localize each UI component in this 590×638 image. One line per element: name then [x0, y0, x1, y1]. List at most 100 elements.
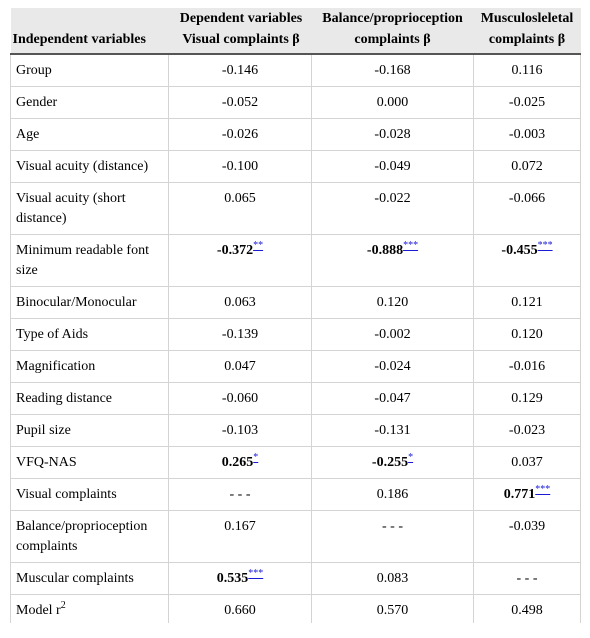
coefficient-value: 0.121: [511, 295, 543, 310]
regression-table: Independent variables Dependent variable…: [10, 8, 581, 623]
value-cell: -0.455***: [473, 234, 581, 287]
value-cell: -0.146: [168, 54, 312, 87]
coefficient-value: - - -: [229, 487, 251, 502]
coefficient-value: -0.888: [366, 243, 404, 258]
value-cell: 0.063: [168, 286, 312, 319]
significance-link[interactable]: ***: [403, 240, 419, 251]
significance-link[interactable]: ***: [248, 568, 264, 579]
value-cell: -0.255*: [311, 446, 474, 479]
value-cell: -0.131: [311, 414, 474, 447]
row-label: Group: [10, 54, 169, 87]
table-row: Balance/proprioception complaints 0.167 - …: [10, 510, 581, 563]
coefficient-value: -0.025: [508, 95, 546, 110]
coefficient-value: 0.065: [224, 191, 256, 206]
value-cell: 0.116: [473, 54, 581, 87]
value-cell: -0.002: [311, 318, 474, 351]
regression-table-container: Independent variables Dependent variable…: [10, 8, 581, 623]
value-cell: -0.052: [168, 86, 312, 119]
value-cell: -0.103: [168, 414, 312, 447]
table-row: Gender -0.052 0.000 -0.025: [10, 86, 581, 119]
coefficient-value: -0.131: [374, 423, 411, 438]
row-label: Visual complaints: [10, 478, 169, 511]
value-cell: 0.121: [473, 286, 581, 319]
coefficient-value: 0.120: [376, 295, 409, 310]
coefficient-value: -0.026: [221, 127, 259, 142]
value-cell: 0.498: [473, 594, 581, 623]
row-label: Age: [10, 118, 169, 151]
header-cell-bottom: complaints β: [488, 32, 566, 47]
coefficient-value: -0.024: [374, 359, 411, 374]
table-row: Visual complaints - - - 0.186 0.771***: [10, 478, 581, 511]
header-cell-top: Musculosleletal: [480, 11, 574, 26]
coefficient-value: -0.003: [508, 127, 546, 142]
table-row: Type of Aids -0.139 -0.002 0.120: [10, 318, 581, 351]
value-cell: 0.771***: [473, 478, 581, 511]
coefficient-value: 0.535: [216, 571, 249, 586]
header-musculoskeletal-complaints: Musculosleletal complaints β: [473, 8, 581, 55]
coefficient-value: -0.255: [371, 455, 409, 470]
model-exponent: 2: [60, 600, 66, 611]
value-cell: 0.167: [168, 510, 312, 563]
header-cell-top: Dependent variables: [179, 11, 303, 26]
significance-link[interactable]: ***: [535, 484, 551, 495]
value-cell: - - -: [168, 478, 312, 511]
value-cell: -0.003: [473, 118, 581, 151]
row-label: Gender: [10, 86, 169, 119]
row-label: Magnification: [10, 350, 169, 383]
row-label: Reading distance: [10, 382, 169, 415]
value-cell: -0.039: [473, 510, 581, 563]
coefficient-value: 0.771: [503, 487, 536, 502]
coefficient-value: -0.052: [221, 95, 259, 110]
coefficient-value: 0.047: [224, 359, 256, 374]
coefficient-value: 0.120: [511, 327, 543, 342]
table-row: Minimum readable font size -0.372** -0.888…: [10, 234, 581, 287]
coefficient-value: 0.037: [511, 455, 543, 470]
coefficient-value: -0.049: [374, 159, 411, 174]
coefficient-value: -0.372: [216, 243, 254, 258]
row-label: Pupil size: [10, 414, 169, 447]
value-cell: - - -: [311, 510, 474, 563]
header-independent-variables: Independent variables: [10, 8, 169, 55]
value-cell: - - -: [473, 562, 581, 595]
header-cell-top: Balance/proprioception: [322, 11, 463, 26]
coefficient-value: -0.022: [374, 191, 411, 206]
row-label: VFQ-NAS: [10, 446, 169, 479]
table-row: Visual acuity (short distance) 0.065 -0.02…: [10, 182, 581, 235]
table-row: Magnification 0.047 -0.024 -0.016: [10, 350, 581, 383]
value-cell: -0.028: [311, 118, 474, 151]
value-cell: 0.037: [473, 446, 581, 479]
row-label: Visual acuity (short distance): [10, 182, 169, 235]
table-row: Visual acuity (distance) -0.100 -0.049 0.07…: [10, 150, 581, 183]
value-cell: 0.072: [473, 150, 581, 183]
coefficient-value: 0.072: [511, 159, 543, 174]
value-cell: -0.100: [168, 150, 312, 183]
model-label: Model r: [16, 603, 61, 618]
value-cell: -0.888***: [311, 234, 474, 287]
table-row: Binocular/Monocular 0.063 0.120 0.121: [10, 286, 581, 319]
significance-link[interactable]: *: [253, 452, 259, 463]
row-label: Model r2: [10, 594, 169, 623]
significance-link[interactable]: ***: [537, 240, 553, 251]
coefficient-value: -0.016: [508, 359, 546, 374]
value-cell: 0.083: [311, 562, 474, 595]
value-cell: -0.139: [168, 318, 312, 351]
coefficient-value: 0.116: [511, 63, 543, 78]
model-r2-row: Model r2 0.660 0.570 0.498: [10, 594, 581, 623]
significance-link[interactable]: *: [408, 452, 414, 463]
row-label: Visual acuity (distance): [10, 150, 169, 183]
table-row: Group -0.146 -0.168 0.116: [10, 54, 581, 87]
significance-link[interactable]: **: [253, 240, 264, 251]
coefficient-value: -0.168: [374, 63, 411, 78]
coefficient-value: -0.047: [374, 391, 411, 406]
header-cell-bottom: complaints β: [354, 32, 431, 47]
header-cell-bottom: Visual complaints β: [182, 32, 300, 47]
coefficient-value: 0.265: [221, 455, 254, 470]
coefficient-value: -0.028: [374, 127, 411, 142]
value-cell: 0.065: [168, 182, 312, 235]
value-cell: -0.372**: [168, 234, 312, 287]
value-cell: 0.129: [473, 382, 581, 415]
value-cell: 0.047: [168, 350, 312, 383]
coefficient-value: 0.186: [376, 487, 409, 502]
coefficient-value: -0.066: [508, 191, 546, 206]
value-cell: -0.066: [473, 182, 581, 235]
